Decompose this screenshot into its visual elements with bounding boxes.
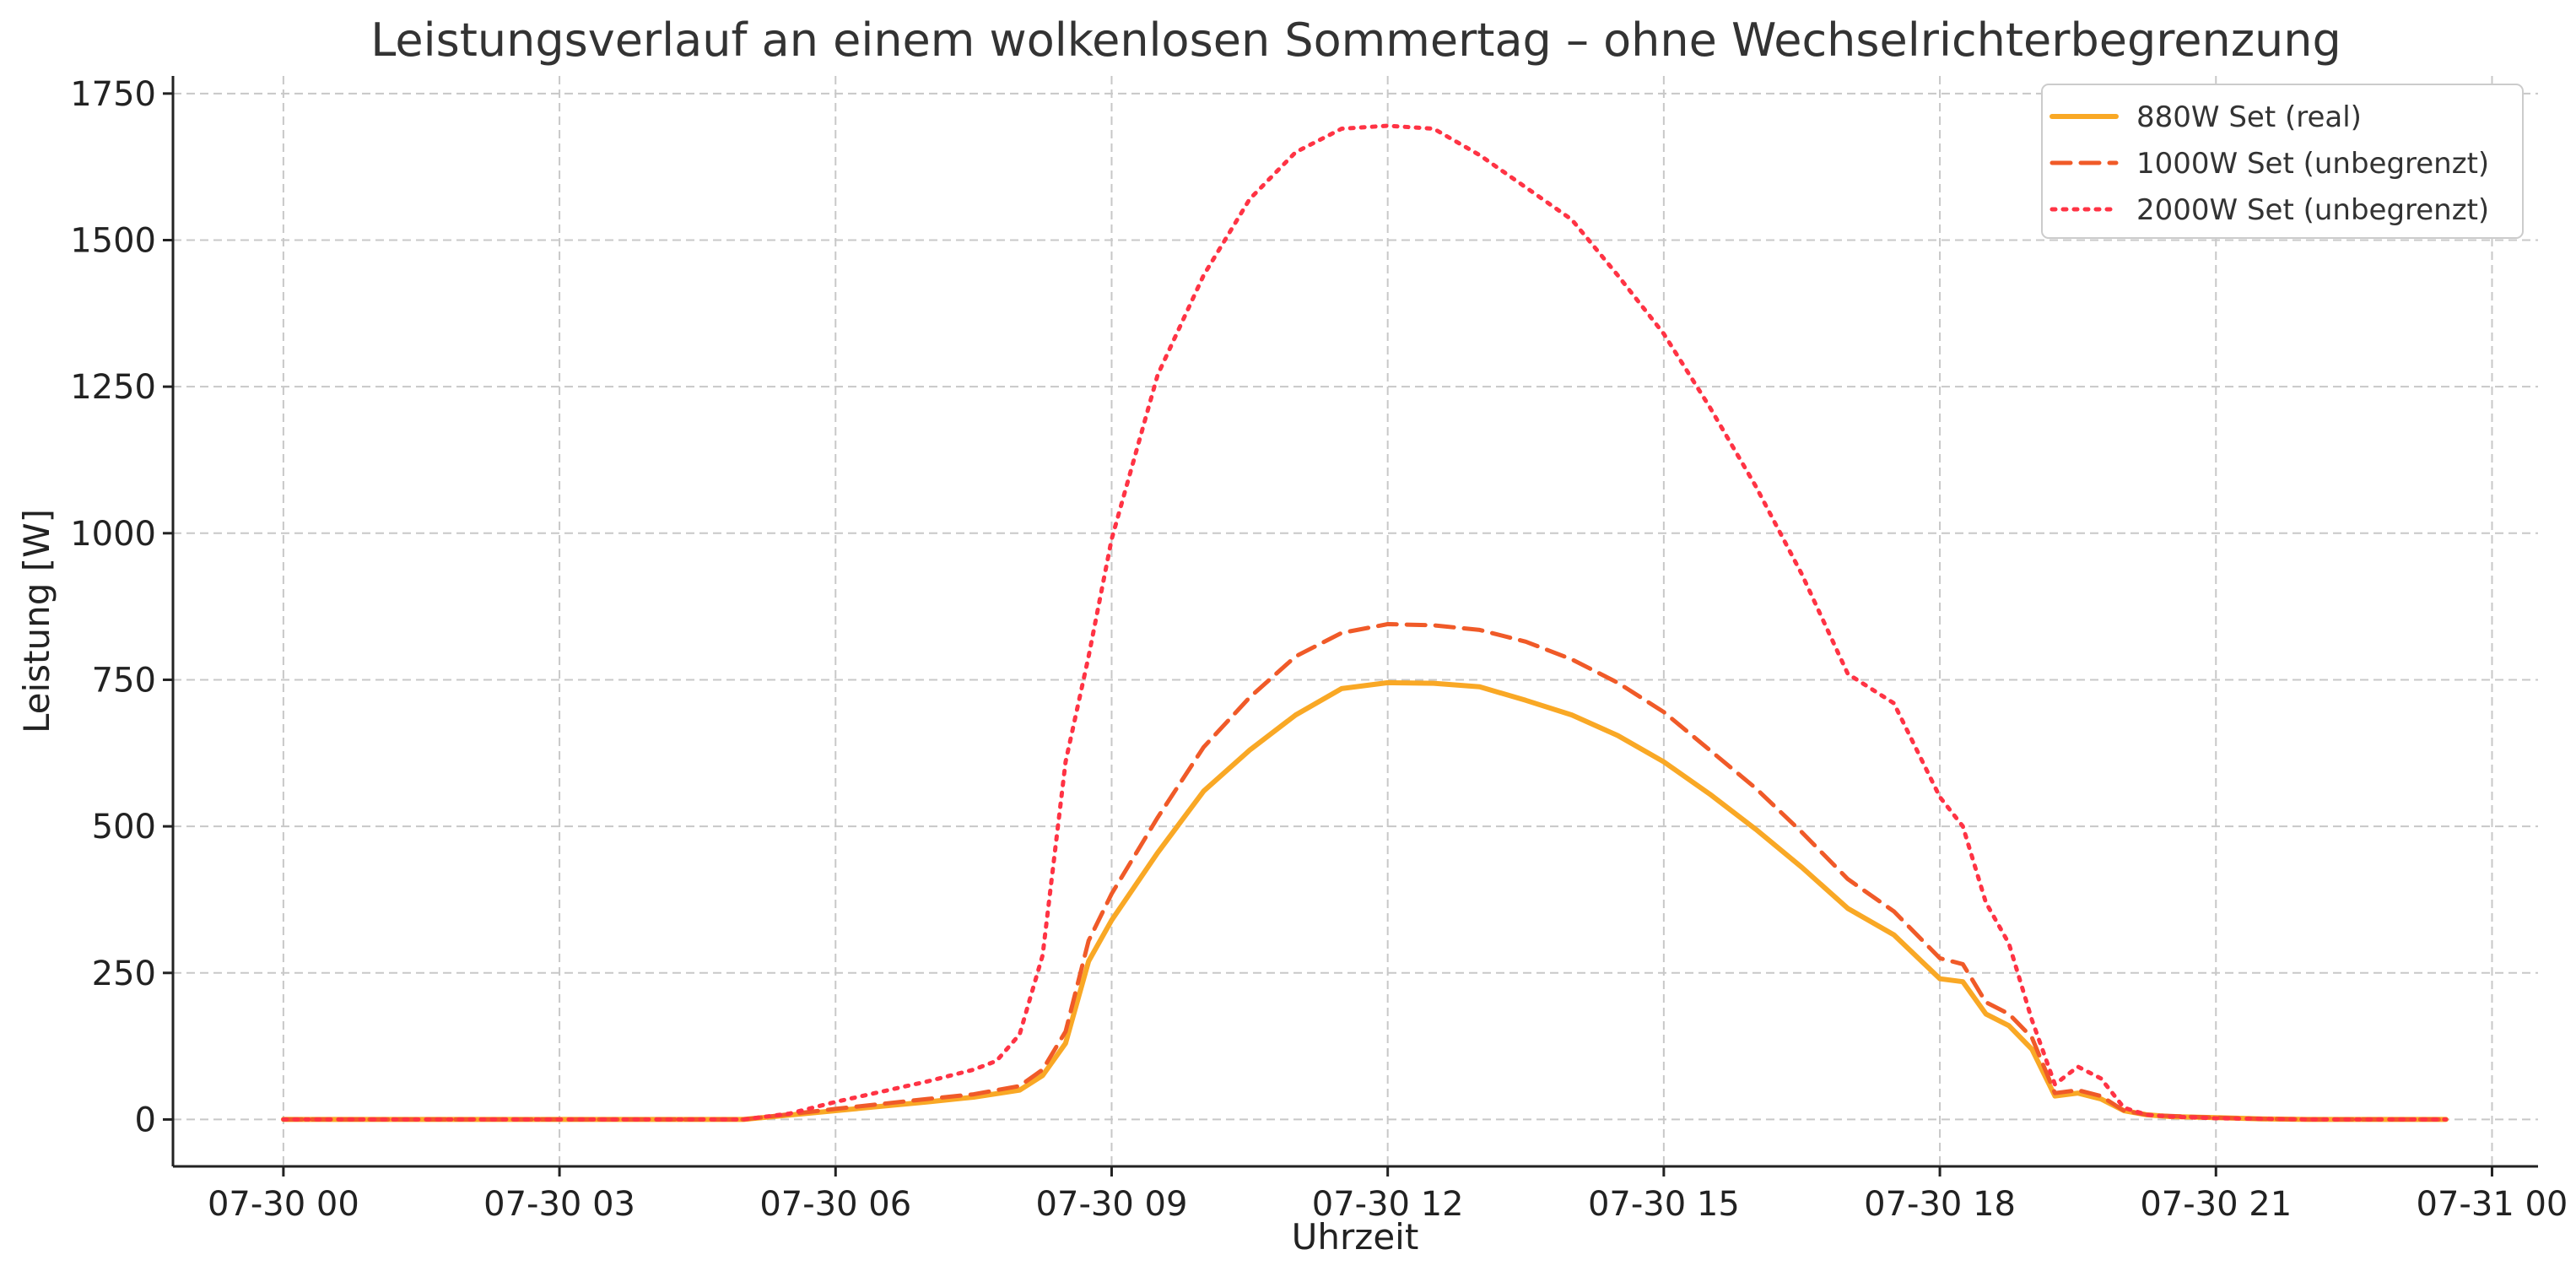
x-tick-label: 07-30 18 (1864, 1185, 2016, 1224)
series-layer (280, 123, 2449, 1122)
y-tick-label: 0 (135, 1101, 156, 1139)
y-tick-label: 1250 (70, 368, 156, 407)
axes (171, 76, 2538, 1168)
series-line-2 (281, 622, 2449, 1122)
legend-box (2041, 84, 2524, 239)
x-ticks: 07-30 00 07-30 03 07-30 06 07-30 09 07-30 12… (208, 1166, 2568, 1224)
legend-label: 880W Set (real) (2136, 100, 2362, 134)
x-tick-label: 07-31 00 (2417, 1185, 2568, 1224)
y-ticks: 0 250 500 750 1000 1250 1500 1750 (70, 75, 173, 1139)
legend-label: 1000W Set (unbegrenzt) (2136, 147, 2489, 181)
legend-label: 2000W Set (unbegrenzt) (2136, 193, 2489, 227)
series-line-1 (280, 679, 2449, 1122)
y-tick-label: 250 (92, 955, 156, 993)
chart-title: Leistungsverlauf an einem wolkenlosen So… (370, 14, 2341, 67)
legend: 880W Set (real) 1000W Set (unbegrenzt) 200… (2041, 84, 2524, 239)
y-tick-label: 1500 (70, 221, 156, 260)
x-tick-label: 07-30 00 (208, 1185, 359, 1224)
x-tick-label: 07-30 03 (483, 1185, 635, 1224)
y-tick-label: 750 (92, 661, 156, 700)
x-axis-label: Uhrzeit (1292, 1216, 1419, 1258)
x-tick-label: 07-30 12 (1312, 1185, 1464, 1224)
y-tick-label: 500 (92, 808, 156, 847)
x-tick-label: 07-30 15 (1588, 1185, 1740, 1224)
y-tick-label: 1000 (70, 515, 156, 554)
grid-lines (173, 76, 2538, 1166)
x-tick-label: 07-30 09 (1036, 1185, 1188, 1224)
x-tick-label: 07-30 21 (2140, 1185, 2292, 1224)
series-line-3 (281, 123, 2449, 1122)
y-axis-label: Leistung [W] (16, 509, 57, 733)
y-tick-label: 1750 (70, 75, 156, 114)
x-tick-label: 07-30 06 (759, 1185, 911, 1224)
